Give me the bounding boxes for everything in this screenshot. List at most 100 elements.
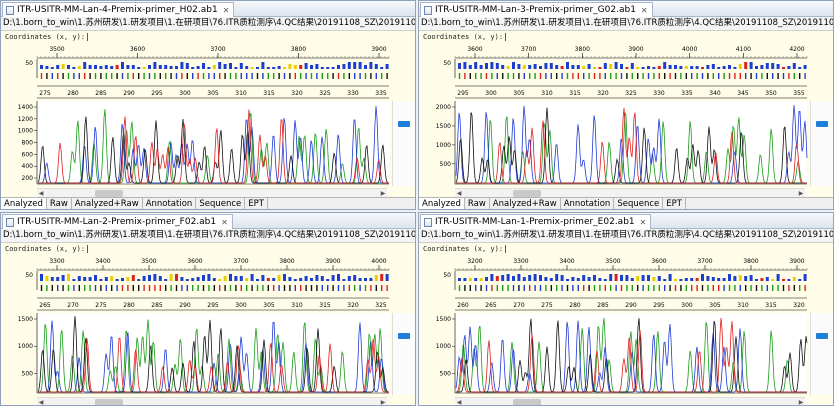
qv-bar (609, 274, 613, 281)
qv-bar (490, 62, 494, 69)
file-path-label: D:\1.born_to_win\1.苏州研发\1.研发项目\1.在研项目\76… (1, 17, 415, 31)
qv-bar (250, 67, 254, 69)
vertical-zoom-slider[interactable] (810, 313, 833, 395)
base-call-mark (653, 285, 655, 291)
vertical-zoom-thumb[interactable] (816, 333, 828, 339)
electropherogram-view[interactable]: Coordinates (x, y): ◀ ▶ 3300 3400 3500 3600 370… (1, 243, 415, 406)
base-call-mark (213, 73, 215, 79)
qv-bar (485, 277, 488, 281)
qv-bar (310, 65, 313, 69)
vertical-zoom-thumb[interactable] (816, 121, 828, 127)
scan-tick-label: 3700 (521, 46, 536, 53)
electropherogram-view[interactable]: Coordinates (x, y): ◀ ▶ 3500 3600 3700 3800 390… (1, 31, 415, 198)
horizontal-scrollbar[interactable]: ◀ ▶ (455, 188, 805, 198)
close-tab-icon[interactable]: ✕ (639, 217, 647, 227)
vertical-zoom-slider[interactable] (392, 101, 415, 186)
y-tick-label: 1000 (436, 343, 451, 350)
base-call-mark (518, 285, 520, 291)
horizontal-scrollbar[interactable]: ◀ ▶ (37, 397, 387, 406)
electropherogram-view[interactable]: Coordinates (x, y): ◀ ▶ 3600 3700 3800 3900 400… (419, 31, 833, 198)
view-tab-analyzed-plus-raw[interactable]: Analyzed+Raw (489, 198, 561, 209)
base-call-mark (475, 285, 477, 291)
scroll-left-arrow-icon[interactable]: ◀ (456, 399, 462, 406)
base-call-mark (712, 73, 714, 79)
horizontal-scroll-thumb[interactable] (513, 190, 541, 197)
qv-bar (782, 279, 785, 281)
horizontal-scrollbar[interactable]: ◀ ▶ (455, 397, 805, 406)
base-call-mark (491, 285, 493, 291)
base-call-mark (707, 73, 709, 79)
qv-bar (587, 64, 591, 69)
close-tab-icon[interactable]: ✕ (222, 5, 230, 15)
scroll-right-arrow-icon[interactable]: ▶ (798, 190, 804, 197)
scroll-right-arrow-icon[interactable]: ▶ (380, 190, 386, 197)
coordinates-readout: Coordinates (x, y): (423, 33, 507, 41)
trace-line (38, 337, 389, 393)
base-call-mark (278, 285, 280, 291)
base-call-mark (556, 73, 558, 79)
view-tab-analyzed[interactable]: Analyzed (419, 198, 465, 209)
view-tab-analyzed[interactable]: Analyzed (1, 198, 47, 209)
base-call-mark (680, 285, 682, 291)
view-tab-annotation[interactable]: Annotation (560, 198, 615, 209)
scan-tick-label: 3500 (605, 258, 620, 265)
scroll-right-arrow-icon[interactable]: ▶ (798, 399, 804, 406)
qv-bar (223, 64, 227, 69)
view-tab-annotation[interactable]: Annotation (142, 198, 197, 209)
qv-bar (212, 278, 216, 281)
qv-bar (512, 276, 515, 281)
view-tab-raw[interactable]: Raw (46, 198, 72, 209)
qv-bar (755, 66, 758, 69)
qv-bar (83, 277, 87, 281)
view-tab-sequence[interactable]: Sequence (614, 198, 664, 209)
view-tab-analyzed-plus-raw[interactable]: Analyzed+Raw (71, 198, 143, 209)
trace-line (38, 109, 389, 184)
qv-bar (495, 276, 499, 281)
view-tab-sequence[interactable]: Sequence (196, 198, 246, 209)
horizontal-scroll-thumb[interactable] (95, 190, 123, 197)
base-call-mark (458, 285, 461, 291)
scroll-right-arrow-icon[interactable]: ▶ (380, 399, 386, 406)
horizontal-scrollbar[interactable]: ◀ ▶ (37, 188, 387, 198)
qv-bar (288, 64, 292, 69)
view-tab-raw[interactable]: Raw (464, 198, 490, 209)
qv-bar (722, 66, 726, 69)
file-path-label: D:\1.born_to_win\1.苏州研发\1.研发项目\1.在研项目\76… (1, 229, 415, 243)
base-call-mark (772, 285, 774, 291)
scroll-left-arrow-icon[interactable]: ◀ (456, 190, 462, 197)
editor-tab[interactable]: ITR-USITR-MM-Lan-2-Premix-primer_F02.ab1… (2, 214, 233, 229)
vertical-zoom-thumb[interactable] (398, 121, 410, 127)
editor-tab[interactable]: ITR-USITR-MM-Lan-3-Premix-primer_G02.ab1… (420, 2, 653, 17)
scan-tick-label: 3700 (697, 258, 712, 265)
view-tab-ept[interactable]: EPT (245, 198, 268, 209)
view-tab-ept[interactable]: EPT (663, 198, 686, 209)
qv-bar (374, 64, 378, 69)
vertical-zoom-thumb[interactable] (398, 333, 410, 339)
horizontal-scroll-thumb[interactable] (95, 399, 123, 405)
base-position-label: 290 (179, 302, 191, 309)
base-call-mark (310, 73, 313, 79)
close-tab-icon[interactable]: ✕ (640, 5, 648, 15)
base-call-mark (197, 285, 199, 291)
qv-bar (603, 279, 607, 281)
base-call-mark (62, 285, 64, 291)
vertical-zoom-slider[interactable] (392, 313, 415, 395)
qv-bar (207, 274, 211, 281)
qv-bar (342, 279, 346, 281)
close-tab-icon[interactable]: ✕ (221, 217, 228, 227)
horizontal-scroll-thumb[interactable] (513, 399, 541, 405)
scroll-left-arrow-icon[interactable]: ◀ (38, 190, 44, 197)
vertical-zoom-slider[interactable] (810, 101, 833, 186)
qv-bar (45, 276, 49, 281)
qv-bar (706, 276, 710, 281)
scroll-left-arrow-icon[interactable]: ◀ (38, 399, 44, 406)
base-call-mark (305, 285, 307, 291)
base-call-mark (186, 285, 188, 291)
qv-bar (40, 65, 43, 69)
editor-tab[interactable]: ITR-USITR-MM-Lan-1-Premix-primer_E02.ab1… (420, 214, 652, 229)
base-call-mark (588, 73, 590, 79)
qv-bar (630, 278, 634, 281)
electropherogram-view[interactable]: Coordinates (x, y): ◀ ▶ 3200 3300 3400 3500 360… (419, 243, 833, 406)
editor-tab[interactable]: ITR-USITR-MM-Lan-4-Premix-primer_H02.ab1… (2, 2, 235, 17)
base-position-label: 310 (291, 302, 303, 309)
